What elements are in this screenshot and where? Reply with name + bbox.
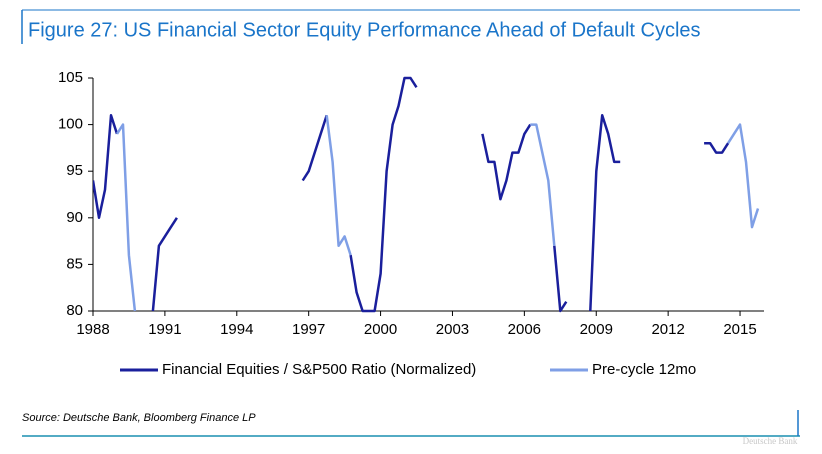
x-tick-label: 2006 [508,321,541,338]
legend-label: Pre-cycle 12mo [592,361,696,378]
y-tick-label: 95 [66,162,83,179]
x-tick-label: 1994 [220,321,253,338]
x-tick-label: 2003 [436,321,469,338]
x-tick-label: 2009 [580,321,613,338]
x-tick-label: 1988 [76,321,109,338]
x-tick-label: 1997 [292,321,325,338]
y-tick-label: 85 [66,255,83,272]
y-tick-label: 105 [58,69,83,86]
watermark: Deutsche Bank [743,436,798,446]
y-tick-label: 100 [58,116,83,133]
y-tick-label: 80 [66,302,83,319]
source: Source: Deutsche Bank, Bloomberg Finance… [22,412,256,424]
x-tick-label: 2015 [723,321,756,338]
x-tick-label: 2000 [364,321,397,338]
y-tick-label: 90 [66,209,83,226]
legend-label: Financial Equities / S&P500 Ratio (Norma… [162,361,476,378]
x-tick-label: 1991 [148,321,181,338]
x-tick-label: 2012 [651,321,684,338]
series-line [93,76,730,313]
chart-title: Figure 27: US Financial Sector Equity Pe… [28,19,701,41]
series-line [115,115,760,312]
